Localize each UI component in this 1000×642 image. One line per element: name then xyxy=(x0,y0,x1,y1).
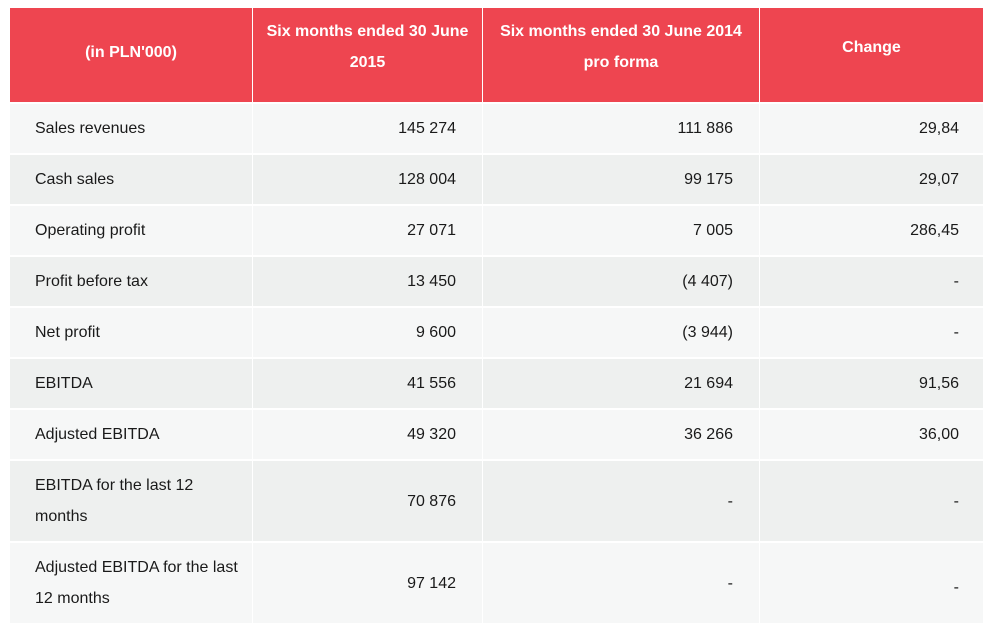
table-row: Adjusted EBITDA 49 320 36 266 36,00 xyxy=(10,408,983,459)
value-change: 29,07 xyxy=(760,153,983,204)
table-row: EBITDA 41 556 21 694 91,56 xyxy=(10,357,983,408)
header-change: Change xyxy=(760,8,983,102)
table-row: Cash sales 128 004 99 175 29,07 xyxy=(10,153,983,204)
value-change: 91,56 xyxy=(760,357,983,408)
value-2015: 70 876 xyxy=(253,459,483,541)
value-change: 36,00 xyxy=(760,408,983,459)
value-2014: (3 944) xyxy=(483,306,760,357)
value-2015: 27 071 xyxy=(253,204,483,255)
header-h1-2015-label: Six months ended 30 June 2015 xyxy=(266,23,469,71)
value-2015: 145 274 xyxy=(253,102,483,153)
table-header: (in PLN'000) Six months ended 30 June 20… xyxy=(10,8,983,102)
value-2014: - xyxy=(483,459,760,541)
header-h1-2015: Six months ended 30 June 2015 xyxy=(253,8,483,102)
table-row: Net profit 9 600 (3 944) - xyxy=(10,306,983,357)
value-2014: 99 175 xyxy=(483,153,760,204)
value-2015: 49 320 xyxy=(253,408,483,459)
row-label: Profit before tax xyxy=(10,255,253,306)
value-change: 29,84 xyxy=(760,102,983,153)
row-label: EBITDA xyxy=(10,357,253,408)
row-label: Cash sales xyxy=(10,153,253,204)
table-body: Sales revenues 145 274 111 886 29,84 Cas… xyxy=(10,102,983,623)
value-2014: 36 266 xyxy=(483,408,760,459)
value-2014: 21 694 xyxy=(483,357,760,408)
value-2015: 13 450 xyxy=(253,255,483,306)
financial-results-table: (in PLN'000) Six months ended 30 June 20… xyxy=(10,8,983,623)
table-row: Sales revenues 145 274 111 886 29,84 xyxy=(10,102,983,153)
value-2014: (4 407) xyxy=(483,255,760,306)
header-h1-2014-pro-forma: Six months ended 30 June 2014 pro forma xyxy=(483,8,760,102)
value-2015: 41 556 xyxy=(253,357,483,408)
row-label: Sales revenues xyxy=(10,102,253,153)
value-2015: 97 142 xyxy=(253,541,483,623)
table-row: EBITDA for the last 12 months 70 876 - - xyxy=(10,459,983,541)
value-change: - xyxy=(760,306,983,357)
value-2015: 9 600 xyxy=(253,306,483,357)
value-change: - xyxy=(760,459,983,541)
table-row: Operating profit 27 071 7 005 286,45 xyxy=(10,204,983,255)
value-2014: 7 005 xyxy=(483,204,760,255)
value-change: - xyxy=(760,541,983,623)
table-row: Adjusted EBITDA for the last 12 months 9… xyxy=(10,541,983,623)
value-2015: 128 004 xyxy=(253,153,483,204)
row-label: Operating profit xyxy=(10,204,253,255)
value-2014: - xyxy=(483,541,760,623)
value-change: 286,45 xyxy=(760,204,983,255)
header-row: (in PLN'000) Six months ended 30 June 20… xyxy=(10,8,983,102)
header-unit-label: (in PLN'000) xyxy=(85,44,177,61)
row-label: Adjusted EBITDA xyxy=(10,408,253,459)
table-row: Profit before tax 13 450 (4 407) - xyxy=(10,255,983,306)
header-unit: (in PLN'000) xyxy=(10,8,253,102)
value-change: - xyxy=(760,255,983,306)
header-change-label: Change xyxy=(842,39,901,56)
row-label: Adjusted EBITDA for the last 12 months xyxy=(10,541,253,623)
row-label: EBITDA for the last 12 months xyxy=(10,459,253,541)
value-2014: 111 886 xyxy=(483,102,760,153)
row-label: Net profit xyxy=(10,306,253,357)
header-h1-2014-label: Six months ended 30 June 2014 pro forma xyxy=(500,23,742,71)
